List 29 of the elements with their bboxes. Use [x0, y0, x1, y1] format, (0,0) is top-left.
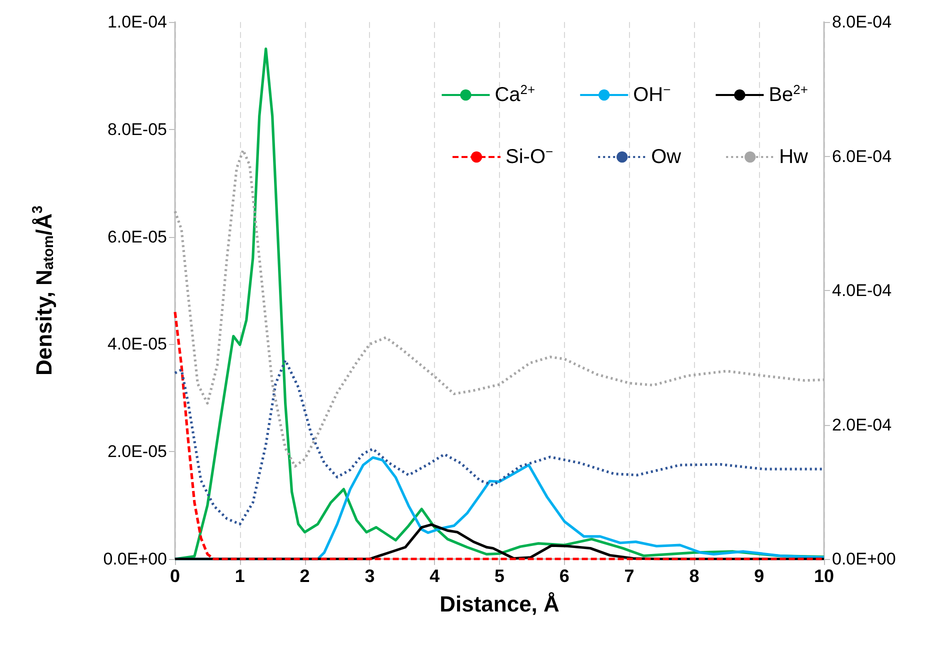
y2-tick-label: 6.0E-04 — [832, 146, 892, 166]
legend-label: Hw — [779, 146, 809, 168]
x-tick-label: 5 — [494, 566, 505, 586]
x-tick-label: 4 — [430, 566, 440, 586]
y-tick-label: 0.0E+00 — [103, 550, 167, 568]
y2-tick-label: 8.0E-04 — [832, 12, 892, 32]
x-tick-label: 2 — [300, 566, 310, 586]
x-tick-label: 3 — [364, 566, 375, 586]
line-series — [174, 148, 826, 468]
y-tick-label: 2.0E-05 — [107, 442, 167, 462]
legend-label: Si-O− — [506, 144, 554, 168]
x-tick-label: 8 — [689, 566, 700, 586]
x-tick-label: 1 — [234, 566, 245, 586]
legend-label: OH− — [633, 82, 671, 106]
x-tick-label: 6 — [559, 566, 570, 586]
y-axis-title: Density, Natom/Å3 — [30, 205, 57, 376]
y-tick-label: 4.0E-05 — [107, 334, 167, 354]
x-tick-label: 9 — [754, 566, 764, 586]
y2-tick-label: 0.0E+00 — [832, 550, 896, 568]
y-tick-label: 1.0E-04 — [107, 12, 167, 32]
legend-label: Ow — [651, 146, 682, 168]
x-tick-label: 0 — [170, 566, 180, 586]
x-tick-label: 10 — [814, 566, 834, 586]
y2-tick-label: 2.0E-04 — [832, 415, 892, 434]
x-axis-title: Distance, Å — [440, 592, 560, 616]
y-tick-label: 6.0E-05 — [107, 227, 167, 246]
y-tick-label: 8.0E-05 — [107, 120, 167, 139]
y2-tick-label: 4.0E-04 — [832, 281, 892, 300]
x-tick-label: 7 — [624, 566, 634, 586]
